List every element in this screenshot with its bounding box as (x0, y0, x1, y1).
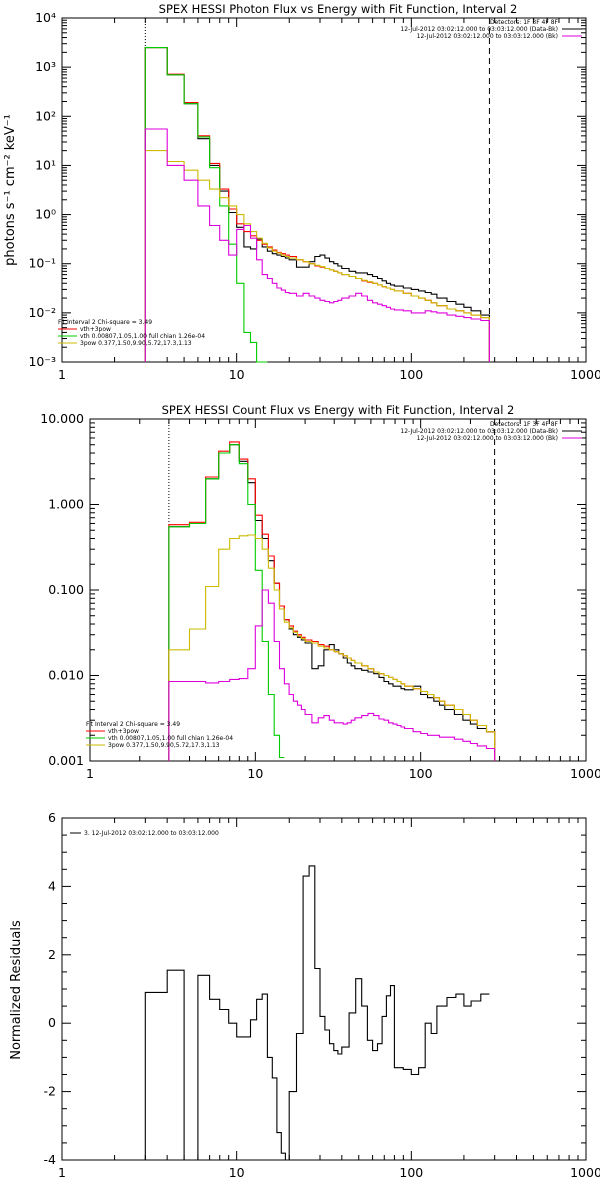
legend-top-entry: 3. 12-Jul-2012 03:02:12.000 to 03:03:12.… (84, 830, 219, 837)
legend-top-entry: 12-Jul-2012 03:02:12.000 to 03:03:12.000… (400, 26, 558, 33)
legend-fit-entry: vth 0.00807,1.05,1.00 full chian 1.26e-0… (108, 735, 233, 742)
y-tick-label: 2 (48, 947, 56, 962)
series-line-4 (168, 589, 496, 761)
legend-fit-entry: Fit Interval 2 Chi-square = 3.49 (86, 721, 180, 728)
count-flux-panel: SPEX HESSI Count Flux vs Energy with Fit… (40, 403, 600, 781)
series-line-2 (144, 47, 268, 363)
x-tick-label: 1000 (570, 766, 600, 781)
y-tick-label: 10¹ (35, 157, 56, 172)
series-line-1 (144, 47, 490, 362)
y-tick-label: -2 (44, 1084, 56, 1099)
y-tick-label: 10³ (35, 59, 56, 74)
x-tick-label: 1000 (570, 367, 600, 382)
x-tick-label: 100 (399, 1165, 423, 1180)
y-tick-label: 10⁴ (35, 10, 56, 25)
x-tick-label: 1 (58, 1165, 66, 1180)
legend-top-entry: Detectors: 1F 3F 4F 8F (490, 19, 559, 26)
count-flux-title: SPEX HESSI Count Flux vs Energy with Fit… (162, 403, 515, 417)
legend-top-entry: 12-Jul-2012 03:02:12.000 to 03:03:12.000… (417, 435, 558, 442)
count-flux-plot-frame (89, 418, 587, 762)
x-tick-label: 1000 (570, 1165, 600, 1180)
y-tick-label: 10² (35, 108, 56, 123)
photon-flux-y-axis-label: photons s⁻¹ cm⁻² keV⁻¹ (3, 114, 18, 266)
series-line-4 (144, 128, 490, 362)
residuals-plot-frame (61, 817, 587, 1161)
y-tick-label: 6 (48, 810, 56, 825)
x-tick-label: 1 (58, 367, 66, 382)
series-line-0 (144, 865, 490, 1161)
legend-top-entry: Detectors: 1F 3F 4F 8F (490, 421, 559, 428)
residuals-panel: -4 -2 0 2 4 6 1 10 100 1000 3. 12-Jul-2012 03:02:1… (9, 810, 600, 1180)
legend-fit-entry: vth+3pow (80, 326, 111, 333)
photon-flux-panel: SPEX HESSI Photon Flux vs Energy with Fi… (3, 2, 600, 382)
series-line-0 (168, 444, 496, 761)
legend-fit-entry: vth 0.00807,1.05,1.00 full chian 1.26e-0… (80, 333, 205, 340)
x-tick-label: 100 (409, 766, 433, 781)
legend-top-entry: 12-Jul-2012 03:02:12.000 to 03:03:12.000… (417, 33, 558, 40)
y-tick-label: 0 (48, 1015, 56, 1030)
series-line-3 (168, 534, 496, 761)
y-tick-label: 1.000 (48, 497, 84, 512)
photon-flux-title: SPEX HESSI Photon Flux vs Energy with Fi… (159, 2, 518, 16)
x-tick-label: 100 (399, 367, 423, 382)
y-tick-label: 10⁻³ (28, 354, 56, 369)
x-tick-label: 10 (229, 1165, 245, 1180)
residuals-y-axis-label: Normalized Residuals (9, 920, 24, 1060)
legend-fit-entry: 3pow 0.377,1.50,9.90,5.72,17.3,1.13 (80, 340, 192, 347)
y-tick-label: 4 (48, 878, 56, 893)
photon-flux-plot-frame (61, 17, 587, 363)
legend-fit-entry: vth+3pow (108, 728, 139, 735)
x-tick-label: 10 (229, 367, 245, 382)
legend-top-entry: 12-Jul-2012 03:02:12.000 to 03:03:12.000… (400, 428, 558, 435)
y-tick-label: 0.001 (48, 753, 84, 768)
series-line-2 (168, 444, 285, 761)
series-line-3 (144, 150, 490, 362)
x-tick-label: 1 (86, 766, 94, 781)
y-tick-label: 10⁰ (35, 207, 56, 222)
y-tick-label: 10⁻¹ (28, 256, 56, 271)
series-line-0 (144, 47, 490, 362)
x-tick-label: 10 (247, 766, 263, 781)
y-tick-label: 10.000 (40, 411, 84, 426)
legend-fit-entry: 3pow 0.377,1.50,9.90,5.72,17.3,1.13 (108, 742, 220, 749)
y-tick-label: 10⁻² (28, 305, 56, 320)
legend-fit-entry: Fit Interval 2 Chi-square = 3.49 (58, 319, 152, 326)
y-tick-label: 0.100 (48, 582, 84, 597)
y-tick-label: 0.010 (48, 668, 84, 683)
series-line-1 (168, 441, 496, 761)
y-tick-label: -4 (44, 1152, 57, 1167)
